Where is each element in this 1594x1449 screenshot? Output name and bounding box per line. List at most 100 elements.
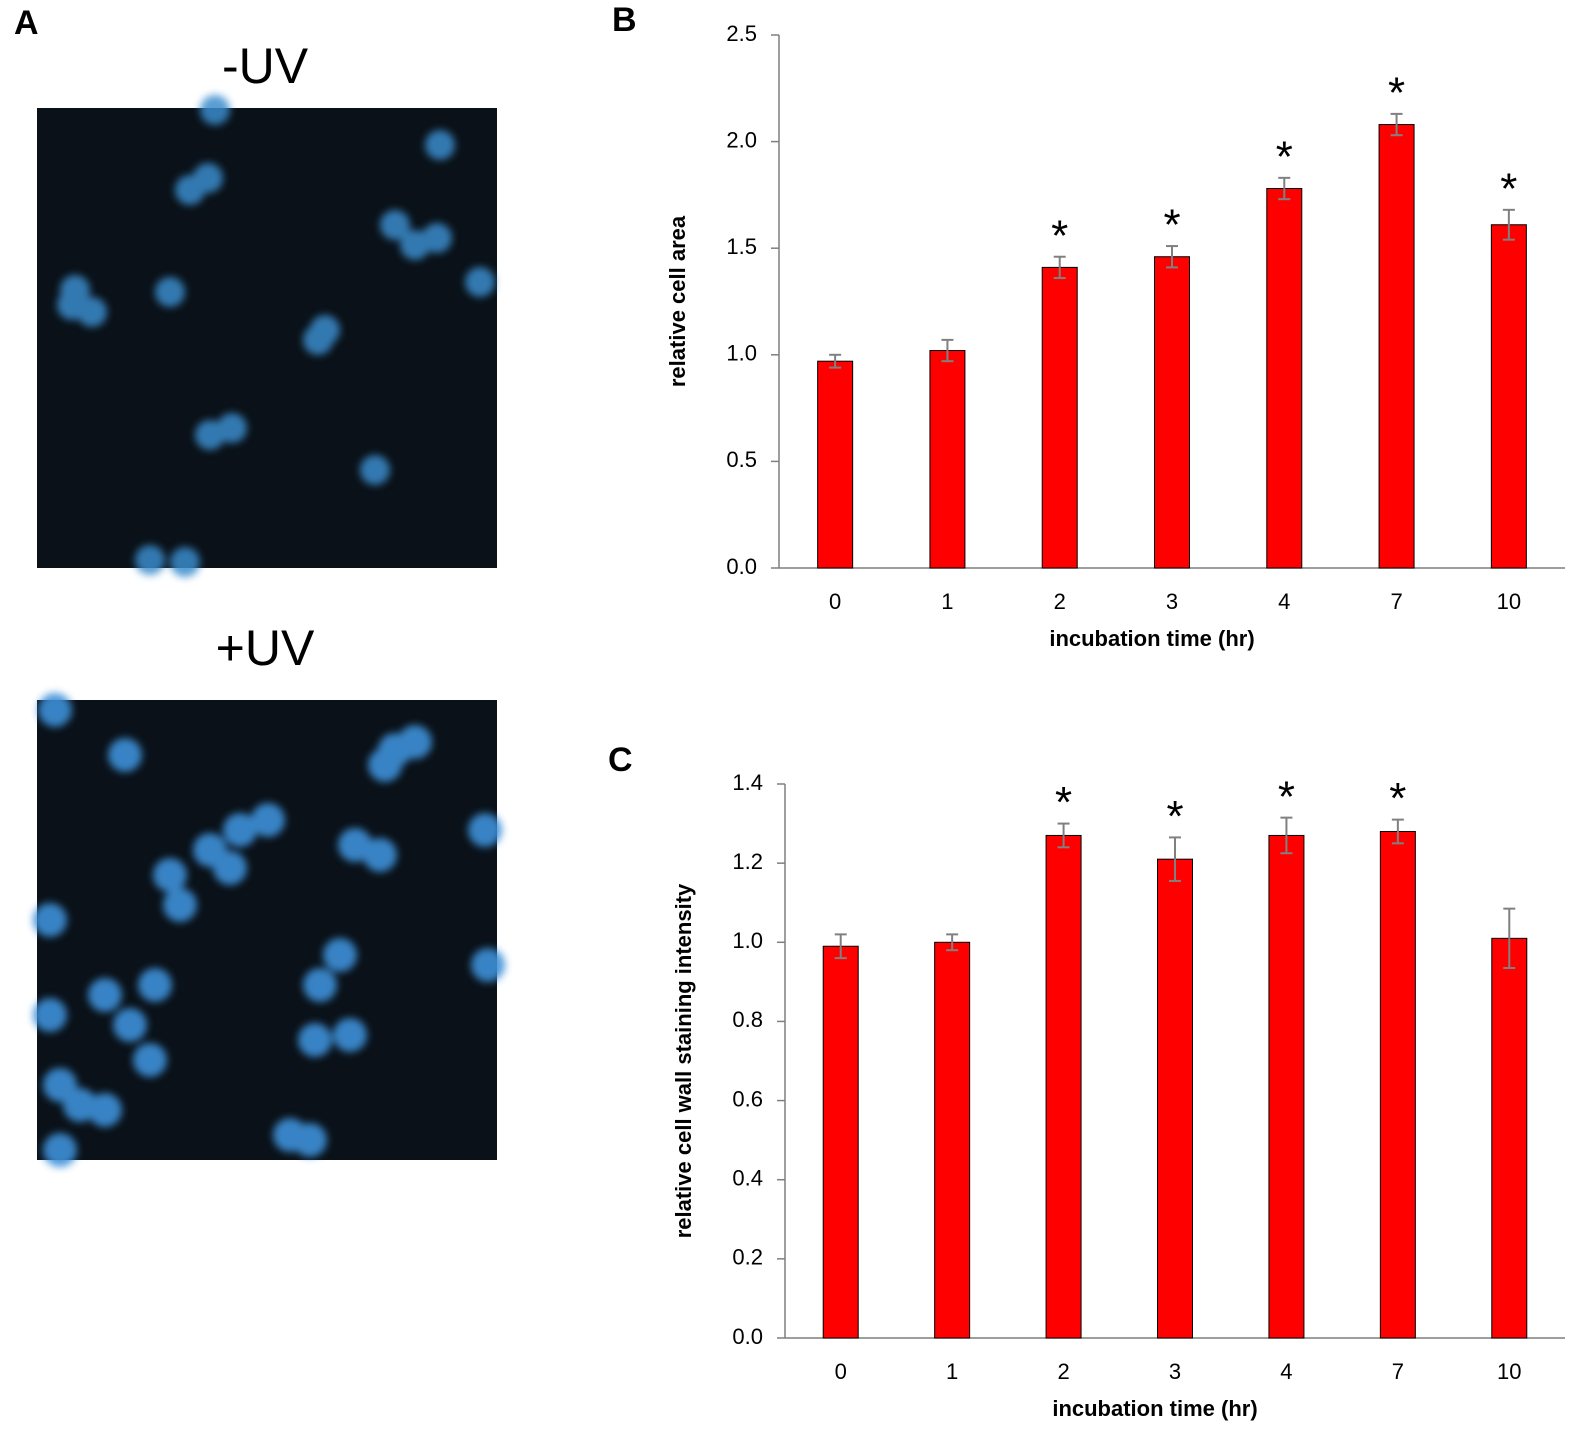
error-bar [1278, 176, 1291, 201]
bar [1268, 834, 1305, 1339]
panel-label: A [14, 4, 39, 42]
y-tick-label: 1.4 [732, 770, 763, 795]
bar [1491, 937, 1528, 1339]
bar [1045, 834, 1082, 1339]
bar [929, 350, 966, 569]
x-tick-label: 0 [829, 589, 841, 614]
cell [303, 968, 337, 1002]
x-tick-label: 0 [835, 1359, 847, 1384]
x-tick-label: 3 [1166, 589, 1178, 614]
cell [303, 325, 333, 355]
y-tick-label: 1.0 [726, 341, 757, 366]
cell [193, 163, 223, 193]
y-tick-label: 0.0 [726, 554, 757, 579]
y-tick-label: 0.8 [732, 1007, 763, 1032]
error-bar [829, 353, 842, 369]
cell [43, 1133, 77, 1167]
x-tick-label: 10 [1497, 1359, 1521, 1384]
cell [363, 838, 397, 872]
panel-label: B [612, 1, 637, 39]
error-bar [1053, 255, 1066, 280]
y-tick-label: 0.2 [732, 1245, 763, 1270]
y-tick-label: 2.0 [726, 127, 757, 152]
y-tick-label: 1.0 [732, 928, 763, 953]
micrograph [37, 108, 497, 568]
error-bar [1502, 208, 1515, 241]
y-tick-label: 2.5 [726, 21, 757, 46]
cell [213, 851, 247, 885]
cell [113, 1008, 147, 1042]
significance-marker: * [1051, 211, 1068, 260]
x-tick-label: 2 [1054, 589, 1066, 614]
significance-marker: * [1500, 164, 1517, 213]
y-tick-label: 0.4 [732, 1166, 763, 1191]
y-tick-label: 0.5 [726, 447, 757, 472]
cell [422, 223, 452, 253]
y-tick-label: 1.5 [726, 234, 757, 259]
error-bar [941, 338, 954, 363]
cell [135, 545, 165, 575]
cell [425, 130, 455, 160]
x-tick-label: 3 [1169, 1359, 1181, 1384]
x-tick-label: 4 [1278, 589, 1290, 614]
error-bar [1169, 836, 1181, 882]
error-bar [1391, 818, 1404, 845]
error-bar [1166, 245, 1178, 269]
error-bar [1057, 822, 1070, 849]
significance-marker: * [1388, 69, 1405, 118]
cell [293, 1123, 327, 1157]
cell [468, 813, 502, 847]
cell [368, 748, 402, 782]
y-axis-title: relative cell wall staining intensity [671, 883, 696, 1238]
cell [153, 858, 187, 892]
cell [38, 693, 72, 727]
cell [133, 1043, 167, 1077]
significance-marker: * [1389, 774, 1406, 823]
cell [33, 903, 67, 937]
cell [170, 547, 200, 577]
panel-label: C [608, 741, 633, 779]
cells [57, 95, 495, 577]
error-bar [1280, 816, 1293, 855]
x-tick-label: 4 [1280, 1359, 1292, 1384]
bar [1378, 124, 1415, 569]
y-tick-label: 0.0 [732, 1324, 763, 1349]
cell [471, 948, 505, 982]
x-tick-label: 2 [1057, 1359, 1069, 1384]
bar [822, 945, 859, 1339]
bar [817, 360, 854, 569]
cell [251, 803, 285, 837]
cell [57, 290, 87, 320]
bar [1041, 266, 1078, 569]
cell [88, 1093, 122, 1127]
error-bar [1503, 907, 1516, 970]
cell [465, 267, 495, 297]
significance-marker: * [1055, 778, 1072, 827]
error-bar [834, 933, 847, 960]
cell [223, 813, 257, 847]
cell [200, 95, 230, 125]
cell [108, 738, 142, 772]
bar [1266, 188, 1303, 569]
bar [1490, 224, 1527, 569]
x-tick-label: 1 [946, 1359, 958, 1384]
cell [155, 277, 185, 307]
cell [323, 938, 357, 972]
y-tick-label: 0.6 [732, 1086, 763, 1111]
cell [163, 888, 197, 922]
x-tick-label: 7 [1390, 589, 1402, 614]
cell [217, 413, 247, 443]
micrograph [37, 700, 497, 1160]
bar [934, 941, 971, 1339]
bar [1154, 256, 1190, 569]
significance-marker: * [1166, 792, 1183, 841]
x-tick-label: 1 [941, 589, 953, 614]
significance-marker: * [1163, 201, 1180, 250]
error-bar [946, 933, 959, 952]
cell [333, 1018, 367, 1052]
image-label: -UV [222, 38, 309, 94]
significance-marker: * [1276, 132, 1293, 181]
bar [1379, 830, 1416, 1339]
y-axis-title: relative cell area [665, 215, 690, 387]
cell [380, 210, 410, 240]
